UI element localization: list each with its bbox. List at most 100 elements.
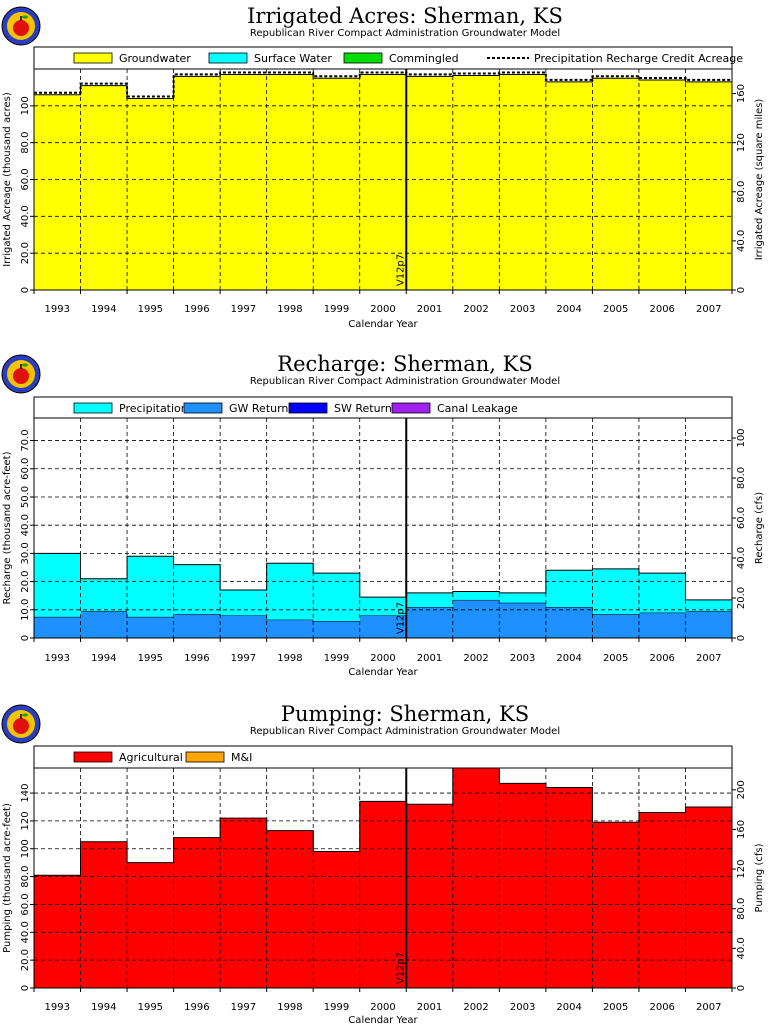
y-right-tick-label: 0 <box>736 287 747 293</box>
logo-apple <box>13 368 29 384</box>
logo-apple <box>13 20 29 36</box>
area-segment-groundwater <box>406 76 454 290</box>
y-axis-title-right: Recharge (cfs) <box>754 492 765 564</box>
area-segment-gw-returns <box>266 619 314 638</box>
x-tick-label: 1996 <box>184 653 209 664</box>
x-tick-label: 1993 <box>45 1002 70 1013</box>
x-tick-label: 1995 <box>138 653 163 664</box>
area-segment-gw-returns <box>220 615 268 638</box>
area-segment-groundwater <box>638 80 686 290</box>
area-segment-agricultural <box>638 812 686 988</box>
y-right-tick-label: 200 <box>736 780 747 799</box>
series-outline <box>34 767 732 876</box>
x-axis-title: Calendar Year <box>348 319 418 330</box>
legend-label: Agricultural <box>119 751 183 764</box>
area-segment-groundwater <box>80 85 128 290</box>
y-tick-label: 20.0 <box>20 949 31 971</box>
chart-subtitle: Republican River Compact Administration … <box>250 376 560 387</box>
area-segment-precipitation <box>359 597 407 616</box>
y-right-tick-label: 100 <box>736 428 747 447</box>
area-segment-groundwater <box>452 75 500 290</box>
area-segment-agricultural <box>127 862 175 988</box>
area-segment-gw-returns <box>499 602 547 638</box>
x-tick-label: 1999 <box>324 653 349 664</box>
area-segment-groundwater <box>499 74 547 291</box>
logo-leaf <box>22 363 28 367</box>
legend-label: Precipitation <box>119 402 188 415</box>
x-tick-label: 1998 <box>277 1002 302 1013</box>
model-version-label: V12p7 <box>395 952 406 984</box>
x-tick-label: 2000 <box>370 653 395 664</box>
area-segment-precipitation <box>545 570 593 607</box>
area-segment-agricultural <box>452 768 500 988</box>
plot-frame <box>33 767 733 989</box>
y-axis-title: Pumping (thousand acre-feet) <box>2 803 13 953</box>
x-tick-label: 1995 <box>138 304 163 315</box>
x-tick-label: 1998 <box>277 304 302 315</box>
x-tick-label: 1994 <box>91 304 116 315</box>
area-segment-precipitation <box>592 568 640 615</box>
chart-title: Irrigated Acres: Sherman, KS <box>247 4 563 28</box>
y-tick-label: 40.0 <box>20 205 31 227</box>
area-segment-groundwater <box>313 78 361 290</box>
area-segment-agricultural <box>545 787 593 988</box>
legend-swatch <box>73 402 113 414</box>
x-tick-label: 2007 <box>696 304 721 315</box>
y-tick-label: 40.0 <box>20 514 31 536</box>
x-tick-label: 1996 <box>184 1002 209 1013</box>
area-segment-groundwater <box>173 76 221 290</box>
x-tick-label: 1995 <box>138 1002 163 1013</box>
x-tick-label: 2000 <box>370 1002 395 1013</box>
chart-title: Recharge: Sherman, KS <box>277 352 532 376</box>
apple-logo-icon <box>1 6 41 46</box>
area-segment-groundwater <box>592 78 640 290</box>
y-tick-label: 30.0 <box>20 542 31 564</box>
area-segment-gw-returns <box>638 612 686 638</box>
area-segment-gw-returns <box>406 606 454 638</box>
legend-swatch <box>183 402 223 414</box>
x-tick-label: 1999 <box>324 1002 349 1013</box>
logo-leaf <box>22 15 28 19</box>
area-segment-agricultural <box>685 806 733 988</box>
y-right-tick-label: 40.0 <box>736 230 747 252</box>
y-right-tick-label: 40.0 <box>736 547 747 569</box>
apple-logo-icon <box>1 704 41 744</box>
x-tick-label: 2003 <box>510 304 535 315</box>
chart-subtitle: Republican River Compact Administration … <box>250 726 560 737</box>
legend-swatch <box>73 751 113 763</box>
area-segment-gw-returns <box>685 611 733 638</box>
x-tick-label: 1996 <box>184 304 209 315</box>
x-tick-label: 1993 <box>45 653 70 664</box>
x-tick-label: 1994 <box>91 1002 116 1013</box>
chart-subtitle: Republican River Compact Administration … <box>250 28 560 39</box>
x-tick-label: 2007 <box>696 653 721 664</box>
area-segment-groundwater <box>34 94 82 291</box>
area-segment-agricultural <box>173 837 221 988</box>
x-tick-label: 2001 <box>417 1002 442 1013</box>
area-segment-gw-returns <box>313 621 361 638</box>
y-tick-label: 10.0 <box>20 599 31 621</box>
y-tick-label: 0 <box>20 287 31 293</box>
y-tick-label: 70.0 <box>20 429 31 451</box>
area-segment-gw-returns <box>359 615 407 638</box>
series-outline <box>34 552 732 601</box>
x-tick-label: 2007 <box>696 1002 721 1013</box>
legend-label: Surface Water <box>254 52 332 65</box>
area-segment-groundwater <box>545 81 593 291</box>
y-tick-label: 40.0 <box>20 921 31 943</box>
model-version-label: V12p7 <box>395 602 406 634</box>
y-tick-label: 0 <box>20 985 31 991</box>
x-tick-label: 2001 <box>417 653 442 664</box>
area-segment-precipitation <box>685 599 733 612</box>
y-axis-title-right: Irrigated Acreage (square miles) <box>754 99 765 261</box>
plot-frame <box>33 417 733 639</box>
x-tick-label: 2004 <box>556 653 581 664</box>
chart-title: Pumping: Sherman, KS <box>281 702 529 726</box>
legend-swatch <box>73 52 113 64</box>
legend-label: SW Returns <box>334 402 398 415</box>
x-tick-label: 1997 <box>231 1002 256 1013</box>
apple-logo-icon <box>1 354 41 394</box>
y-right-tick-label: 80.0 <box>736 467 747 489</box>
